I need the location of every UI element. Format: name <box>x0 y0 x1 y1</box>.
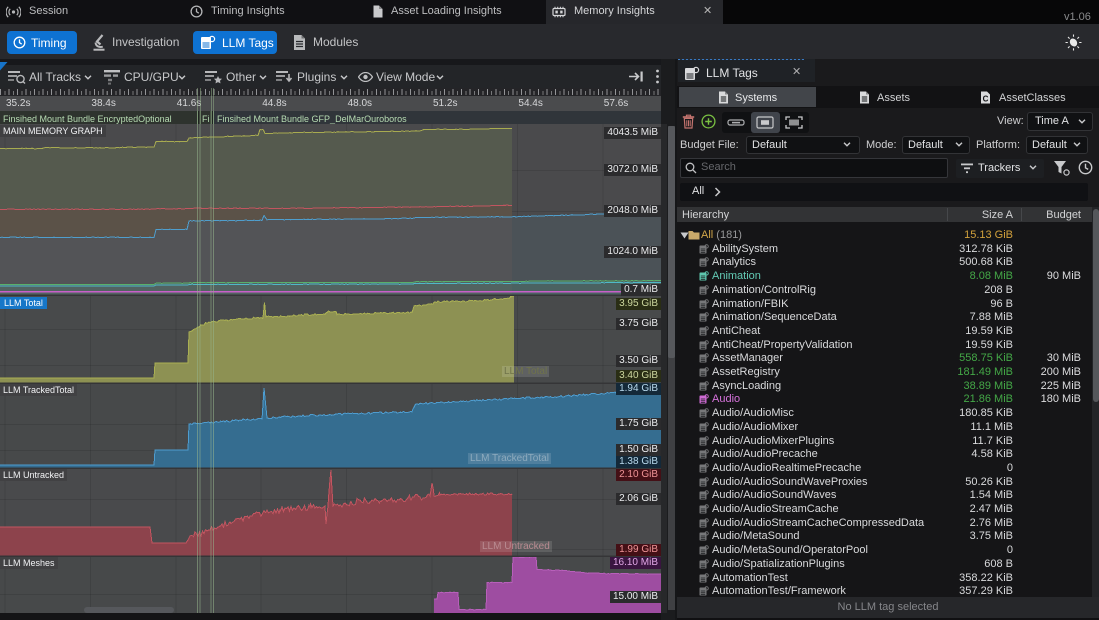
svg-text:C: C <box>983 95 989 104</box>
